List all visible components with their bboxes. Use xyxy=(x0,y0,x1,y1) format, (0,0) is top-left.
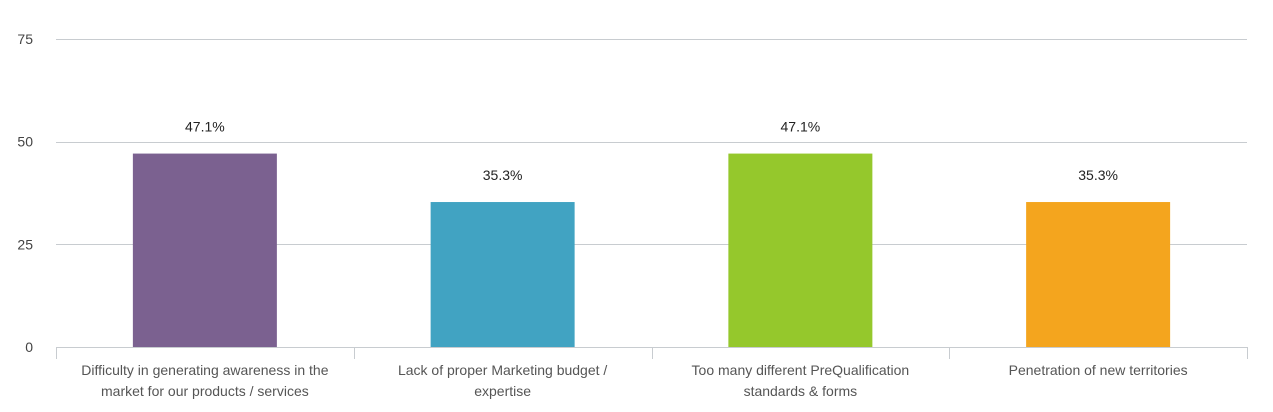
x-tick-label: Too many different PreQualification stand… xyxy=(692,362,910,399)
data-label: 47.1% xyxy=(185,119,225,135)
value-labels: 47.1% 35.3% 47.1% 35.3% xyxy=(185,119,1118,183)
y-axis-ticks: 0 25 50 75 xyxy=(17,31,33,355)
y-tick-label: 50 xyxy=(17,134,33,150)
data-label: 35.3% xyxy=(483,167,523,183)
bar xyxy=(430,202,575,347)
bar xyxy=(1026,202,1171,347)
data-label: 35.3% xyxy=(1078,167,1118,183)
x-tick-label: Difficulty in generating awareness in th… xyxy=(81,362,328,399)
x-tick-label: Lack of proper Marketing budget / experti… xyxy=(398,362,607,399)
bars xyxy=(132,153,1171,347)
bar xyxy=(132,153,277,347)
data-label: 47.1% xyxy=(781,119,821,135)
x-axis: Difficulty in generating awareness in th… xyxy=(56,347,1248,399)
bar xyxy=(728,153,873,347)
y-tick-label: 75 xyxy=(17,31,33,47)
x-tick-label: Penetration of new territories xyxy=(1009,362,1188,378)
y-tick-label: 0 xyxy=(25,339,33,355)
y-tick-label: 25 xyxy=(17,236,33,252)
